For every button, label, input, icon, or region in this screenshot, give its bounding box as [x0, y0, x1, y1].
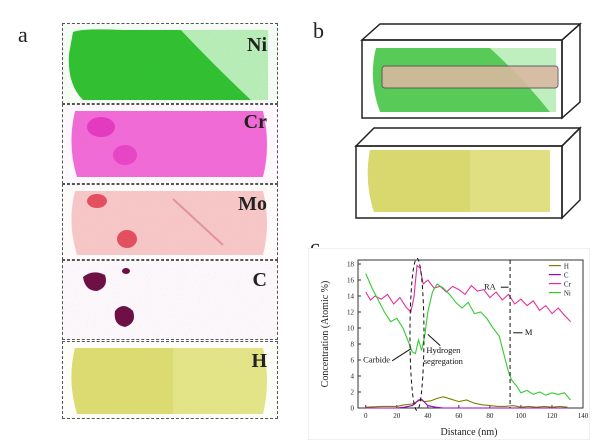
- mo-atom-map: [63, 185, 277, 259]
- y-tick-label: 16: [347, 277, 355, 285]
- annotation-label: M: [525, 327, 533, 337]
- mo-map-panel: Mo: [62, 184, 278, 260]
- x-tick-label: 40: [424, 412, 432, 420]
- c-map-panel: C: [62, 260, 278, 340]
- ni-atom-map: [63, 24, 277, 103]
- element-label-mo: Mo: [238, 193, 267, 215]
- y-tick-label: 6: [351, 357, 355, 365]
- y-tick-label: 14: [347, 293, 355, 301]
- c-atom-map: [63, 261, 277, 339]
- panel-letter-b: b: [313, 18, 324, 43]
- carbide-pointer: [391, 348, 412, 362]
- y-tick-label: 2: [351, 389, 355, 397]
- legend-label-cr: Cr: [564, 281, 572, 289]
- ni-volume-box: [360, 22, 582, 120]
- series-line-ni: [365, 273, 572, 401]
- legend-label-ni: Ni: [564, 290, 571, 298]
- panel-letter-c: c: [310, 234, 320, 259]
- x-tick-label: 60: [455, 412, 463, 420]
- x-axis-label: Distance (nm): [441, 427, 498, 438]
- element-label-h: H: [251, 350, 267, 372]
- annotation-label: RA: [484, 282, 497, 292]
- series-line-c: [365, 398, 568, 409]
- h-volume-box: [354, 126, 582, 220]
- y-tick-label: 0: [351, 405, 355, 413]
- y-tick-label: 8: [351, 341, 355, 349]
- annotation-label: segregation: [424, 356, 464, 366]
- concentration-profile-chart: 0 20 40 60 80 100 120 140 0 2 4 6 8 10 12 14 16 18 Carbid…: [308, 248, 590, 440]
- legend-label-h: H: [564, 263, 569, 271]
- volume-3d-panel: [354, 22, 582, 220]
- h-atom-map: [63, 342, 277, 418]
- hydrogen-pointer: [427, 334, 441, 346]
- panel-letter-a: a: [18, 22, 28, 47]
- annotation-label: Carbide: [363, 354, 390, 364]
- annotation-label: Hydrogen: [426, 345, 461, 355]
- cr-atom-map: [63, 105, 277, 183]
- x-tick-label: 20: [393, 412, 401, 420]
- ni-map-panel: Ni: [62, 23, 278, 104]
- y-axis-label: Concentration (Atomic %): [320, 281, 331, 388]
- y-tick-label: 4: [351, 373, 355, 381]
- y-tick-label: 12: [347, 309, 355, 317]
- x-tick-label: 140: [578, 412, 589, 420]
- y-tick-label: 18: [347, 261, 355, 269]
- x-tick-label: 100: [516, 412, 527, 420]
- x-tick-label: 0: [364, 412, 368, 420]
- analysis-cylinder: [381, 65, 559, 89]
- carbide-dashed-ellipse: [409, 257, 425, 411]
- element-label-ni: Ni: [247, 34, 267, 56]
- element-label-cr: Cr: [243, 111, 267, 133]
- cr-map-panel: Cr: [62, 104, 278, 184]
- series-line-cr: [365, 264, 571, 322]
- x-tick-label: 80: [486, 412, 494, 420]
- legend-label-c: C: [564, 272, 569, 280]
- element-label-c: C: [252, 269, 267, 291]
- x-tick-label: 120: [547, 412, 558, 420]
- h-map-panel: H: [62, 341, 278, 419]
- y-tick-label: 10: [347, 325, 355, 333]
